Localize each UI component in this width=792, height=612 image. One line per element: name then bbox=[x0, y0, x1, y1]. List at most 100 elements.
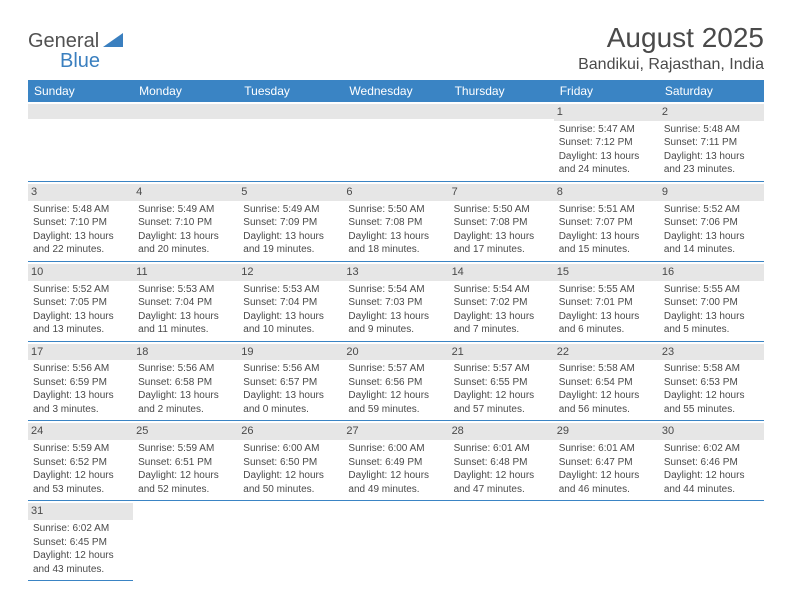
day-number: 22 bbox=[554, 344, 659, 361]
day-details: Sunrise: 5:49 AMSunset: 7:10 PMDaylight:… bbox=[137, 203, 234, 257]
calendar-cell: 22Sunrise: 5:58 AMSunset: 6:54 PMDayligh… bbox=[554, 341, 659, 421]
day-details: Sunrise: 5:56 AMSunset: 6:57 PMDaylight:… bbox=[242, 362, 339, 416]
calendar-cell: 18Sunrise: 5:56 AMSunset: 6:58 PMDayligh… bbox=[133, 341, 238, 421]
day-number: 3 bbox=[28, 184, 133, 201]
calendar-cell bbox=[343, 501, 448, 581]
day-number: 25 bbox=[133, 423, 238, 440]
calendar-cell: 12Sunrise: 5:53 AMSunset: 7:04 PMDayligh… bbox=[238, 261, 343, 341]
day-details: Sunrise: 5:56 AMSunset: 6:58 PMDaylight:… bbox=[137, 362, 234, 416]
calendar-cell: 28Sunrise: 6:01 AMSunset: 6:48 PMDayligh… bbox=[449, 421, 554, 501]
calendar-cell: 20Sunrise: 5:57 AMSunset: 6:56 PMDayligh… bbox=[343, 341, 448, 421]
day-details: Sunrise: 5:51 AMSunset: 7:07 PMDaylight:… bbox=[558, 203, 655, 257]
day-number: 4 bbox=[133, 184, 238, 201]
calendar-cell: 29 Sunrise: 6:01 AMSunset: 6:47 PMDayligh… bbox=[554, 421, 659, 501]
weekday-sunday: Sunday bbox=[28, 80, 133, 102]
weekday-wednesday: Wednesday bbox=[343, 80, 448, 102]
calendar-cell: 3 Sunrise: 5:48 AMSunset: 7:10 PMDaylight… bbox=[28, 181, 133, 261]
day-number: 27 bbox=[343, 423, 448, 440]
day-details: Sunrise: 5:59 AMSunset: 6:52 PMDaylight:… bbox=[32, 442, 129, 496]
calendar-cell: 8 Sunrise: 5:51 AMSunset: 7:07 PMDaylight… bbox=[554, 181, 659, 261]
calendar-cell: 16 Sunrise: 5:55 AMSunset: 7:00 PMDayligh… bbox=[659, 261, 764, 341]
day-details: Sunrise: 5:50 AMSunset: 7:08 PMDaylight:… bbox=[453, 203, 550, 257]
calendar-cell: 5 Sunrise: 5:49 AMSunset: 7:09 PMDaylight… bbox=[238, 181, 343, 261]
day-details: Sunrise: 6:00 AMSunset: 6:49 PMDaylight:… bbox=[347, 442, 444, 496]
day-details: Sunrise: 5:50 AMSunset: 7:08 PMDaylight:… bbox=[347, 203, 444, 257]
day-number: 7 bbox=[449, 184, 554, 201]
calendar-row: 17Sunrise: 5:56 AMSunset: 6:59 PMDayligh… bbox=[28, 341, 764, 421]
day-number: 18 bbox=[133, 344, 238, 361]
calendar-cell: 30 Sunrise: 6:02 AMSunset: 6:46 PMDayligh… bbox=[659, 421, 764, 501]
day-number: 21 bbox=[449, 344, 554, 361]
calendar-table: Sunday Monday Tuesday Wednesday Thursday… bbox=[28, 80, 764, 581]
day-details: Sunrise: 6:00 AMSunset: 6:50 PMDaylight:… bbox=[242, 442, 339, 496]
day-number: 6 bbox=[343, 184, 448, 201]
day-details: Sunrise: 5:55 AMSunset: 7:00 PMDaylight:… bbox=[663, 283, 760, 337]
day-details: Sunrise: 5:54 AMSunset: 7:02 PMDaylight:… bbox=[453, 283, 550, 337]
calendar-cell bbox=[449, 501, 554, 581]
calendar-cell: 23Sunrise: 5:58 AMSunset: 6:53 PMDayligh… bbox=[659, 341, 764, 421]
calendar-cell: 27 Sunrise: 6:00 AMSunset: 6:49 PMDayligh… bbox=[343, 421, 448, 501]
calendar-cell: 7 Sunrise: 5:50 AMSunset: 7:08 PMDaylight… bbox=[449, 181, 554, 261]
calendar-cell: 14 Sunrise: 5:54 AMSunset: 7:02 PMDayligh… bbox=[449, 261, 554, 341]
calendar-cell: 21Sunrise: 5:57 AMSunset: 6:55 PMDayligh… bbox=[449, 341, 554, 421]
calendar-cell: 26 Sunrise: 6:00 AMSunset: 6:50 PMDayligh… bbox=[238, 421, 343, 501]
day-details: Sunrise: 5:47 AMSunset: 7:12 PMDaylight:… bbox=[558, 123, 655, 177]
calendar-cell bbox=[343, 102, 448, 181]
calendar-cell: 1Sunrise: 5:47 AMSunset: 7:12 PMDaylight… bbox=[554, 102, 659, 181]
day-number: 31 bbox=[28, 503, 133, 520]
calendar-cell bbox=[133, 501, 238, 581]
calendar-cell: 13Sunrise: 5:54 AMSunset: 7:03 PMDayligh… bbox=[343, 261, 448, 341]
calendar-cell: 9 Sunrise: 5:52 AMSunset: 7:06 PMDaylight… bbox=[659, 181, 764, 261]
location: Bandikui, Rajasthan, India bbox=[578, 56, 764, 74]
day-number: 23 bbox=[659, 344, 764, 361]
day-number: 16 bbox=[659, 264, 764, 281]
calendar-row: 1Sunrise: 5:47 AMSunset: 7:12 PMDaylight… bbox=[28, 102, 764, 181]
calendar-cell bbox=[554, 501, 659, 581]
day-number: 11 bbox=[133, 264, 238, 281]
day-details: Sunrise: 5:57 AMSunset: 6:55 PMDaylight:… bbox=[453, 362, 550, 416]
day-number: 28 bbox=[449, 423, 554, 440]
calendar-cell: 2Sunrise: 5:48 AMSunset: 7:11 PMDaylight… bbox=[659, 102, 764, 181]
calendar-cell bbox=[133, 102, 238, 181]
calendar-cell: 17Sunrise: 5:56 AMSunset: 6:59 PMDayligh… bbox=[28, 341, 133, 421]
day-details: Sunrise: 5:48 AMSunset: 7:10 PMDaylight:… bbox=[32, 203, 129, 257]
day-details: Sunrise: 5:57 AMSunset: 6:56 PMDaylight:… bbox=[347, 362, 444, 416]
day-details: Sunrise: 5:52 AMSunset: 7:05 PMDaylight:… bbox=[32, 283, 129, 337]
calendar-row: 3 Sunrise: 5:48 AMSunset: 7:10 PMDaylight… bbox=[28, 181, 764, 261]
calendar-row: 24Sunrise: 5:59 AMSunset: 6:52 PMDayligh… bbox=[28, 421, 764, 501]
calendar-cell: 25 Sunrise: 5:59 AMSunset: 6:51 PMDayligh… bbox=[133, 421, 238, 501]
day-details: Sunrise: 5:54 AMSunset: 7:03 PMDaylight:… bbox=[347, 283, 444, 337]
day-number: 12 bbox=[238, 264, 343, 281]
weekday-friday: Friday bbox=[554, 80, 659, 102]
day-number: 10 bbox=[28, 264, 133, 281]
day-details: Sunrise: 5:53 AMSunset: 7:04 PMDaylight:… bbox=[137, 283, 234, 337]
day-number: 30 bbox=[659, 423, 764, 440]
calendar-cell: 11 Sunrise: 5:53 AMSunset: 7:04 PMDayligh… bbox=[133, 261, 238, 341]
calendar-cell bbox=[449, 102, 554, 181]
day-details: Sunrise: 6:02 AMSunset: 6:46 PMDaylight:… bbox=[663, 442, 760, 496]
day-number: 29 bbox=[554, 423, 659, 440]
calendar-cell bbox=[238, 102, 343, 181]
day-number: 14 bbox=[449, 264, 554, 281]
day-number: 2 bbox=[659, 104, 764, 121]
day-number: 17 bbox=[28, 344, 133, 361]
day-details: Sunrise: 5:58 AMSunset: 6:54 PMDaylight:… bbox=[558, 362, 655, 416]
day-details: Sunrise: 6:01 AMSunset: 6:47 PMDaylight:… bbox=[558, 442, 655, 496]
day-number: 5 bbox=[238, 184, 343, 201]
calendar-cell bbox=[238, 501, 343, 581]
day-details: Sunrise: 5:59 AMSunset: 6:51 PMDaylight:… bbox=[137, 442, 234, 496]
day-number: 26 bbox=[238, 423, 343, 440]
weekday-tuesday: Tuesday bbox=[238, 80, 343, 102]
day-details: Sunrise: 5:49 AMSunset: 7:09 PMDaylight:… bbox=[242, 203, 339, 257]
day-details: Sunrise: 5:58 AMSunset: 6:53 PMDaylight:… bbox=[663, 362, 760, 416]
calendar-cell: 19Sunrise: 5:56 AMSunset: 6:57 PMDayligh… bbox=[238, 341, 343, 421]
day-details: Sunrise: 5:56 AMSunset: 6:59 PMDaylight:… bbox=[32, 362, 129, 416]
day-details: Sunrise: 6:02 AMSunset: 6:45 PMDaylight:… bbox=[32, 522, 129, 576]
month-title: August 2025 bbox=[578, 22, 764, 54]
weekday-thursday: Thursday bbox=[449, 80, 554, 102]
day-number: 8 bbox=[554, 184, 659, 201]
day-number: 9 bbox=[659, 184, 764, 201]
day-details: Sunrise: 5:52 AMSunset: 7:06 PMDaylight:… bbox=[663, 203, 760, 257]
day-number: 19 bbox=[238, 344, 343, 361]
logo-text-2: Blue bbox=[60, 50, 100, 73]
